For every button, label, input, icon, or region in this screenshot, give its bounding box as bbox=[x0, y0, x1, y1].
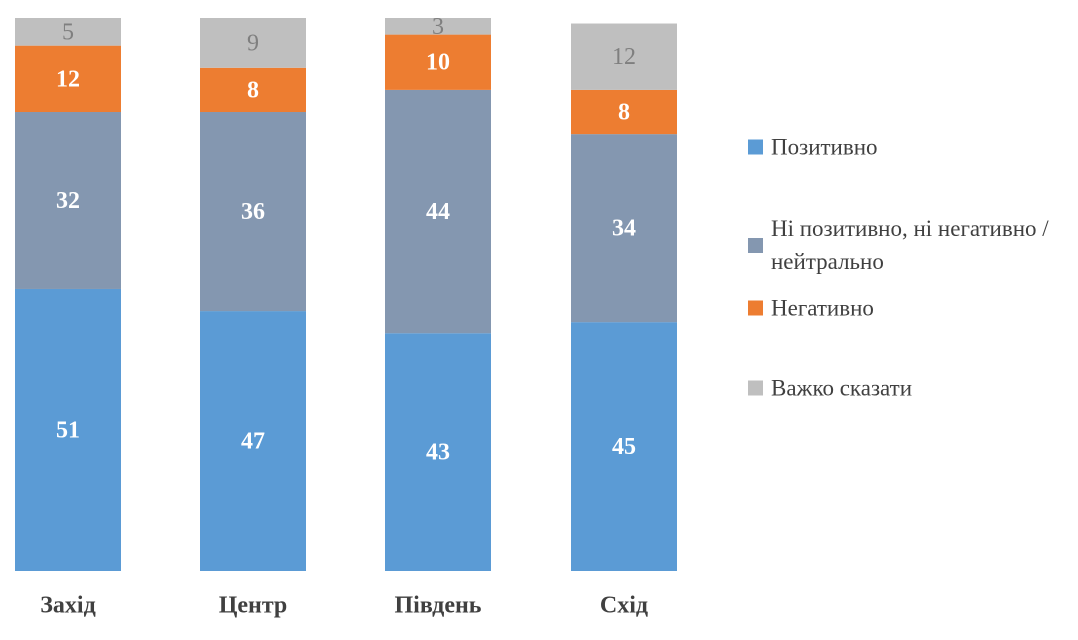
data-label: 32 bbox=[56, 188, 80, 214]
data-label: 51 bbox=[56, 417, 80, 443]
bar-segment bbox=[15, 288, 121, 571]
data-label: 43 bbox=[426, 440, 450, 466]
legend-swatch bbox=[748, 300, 763, 316]
data-label: 3 bbox=[432, 14, 444, 40]
bar-segment bbox=[385, 18, 491, 35]
data-label: 8 bbox=[618, 100, 630, 126]
x-tick-label: Центр bbox=[219, 593, 288, 619]
data-label: 44 bbox=[426, 199, 450, 225]
legend-item: Важко сказати bbox=[748, 372, 1068, 405]
legend-item: Ні позитивно, ні негативно / нейтрально bbox=[748, 212, 1068, 278]
legend-swatch bbox=[748, 237, 763, 253]
bar-segment bbox=[200, 112, 306, 312]
data-label: 12 bbox=[612, 44, 636, 70]
bar-segment bbox=[571, 322, 677, 571]
data-label: 47 bbox=[241, 429, 265, 455]
bar-segment bbox=[385, 34, 491, 90]
bar-segment bbox=[200, 311, 306, 571]
bar-segment bbox=[15, 18, 121, 46]
legend-label: Важко сказати bbox=[771, 375, 912, 401]
bar-segment bbox=[200, 18, 306, 68]
bar-segment bbox=[571, 23, 677, 90]
bar-segment bbox=[571, 134, 677, 323]
bar-segment bbox=[385, 89, 491, 334]
data-label: 12 bbox=[56, 66, 80, 92]
x-tick-label: Захід bbox=[40, 593, 95, 619]
data-label: 5 bbox=[62, 19, 74, 45]
data-label: 9 bbox=[247, 30, 259, 56]
legend-item: Позитивно bbox=[748, 131, 1068, 164]
x-tick-label: Південь bbox=[394, 593, 481, 619]
bar-segment bbox=[15, 45, 121, 113]
legend-swatch bbox=[748, 139, 763, 155]
data-label: 8 bbox=[247, 77, 259, 103]
data-label: 45 bbox=[612, 434, 636, 460]
bar-segment bbox=[571, 89, 677, 135]
legend-swatch bbox=[748, 380, 763, 396]
data-label: 36 bbox=[241, 199, 265, 225]
data-label: 34 bbox=[612, 216, 636, 242]
data-label: 10 bbox=[426, 50, 450, 76]
legend-label: Ні позитивно, ні негативно / нейтрально bbox=[771, 216, 1049, 274]
bar-segment bbox=[15, 112, 121, 289]
bar-segment bbox=[385, 333, 491, 571]
legend-item: Негативно bbox=[748, 292, 1068, 325]
legend-label: Негативно bbox=[771, 295, 874, 321]
legend-label: Позитивно bbox=[771, 134, 878, 160]
bar-segment bbox=[200, 67, 306, 113]
x-tick-label: Схід bbox=[600, 593, 648, 619]
